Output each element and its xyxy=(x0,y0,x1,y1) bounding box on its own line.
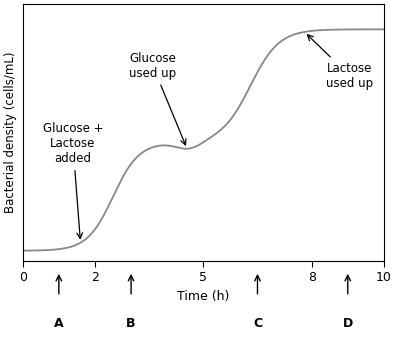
Text: D: D xyxy=(343,317,353,330)
Text: B: B xyxy=(126,317,136,330)
Text: C: C xyxy=(253,317,262,330)
Text: Glucose
used up: Glucose used up xyxy=(129,52,186,145)
Text: Lactose
used up: Lactose used up xyxy=(307,35,373,90)
Y-axis label: Bacterial density (cells/mL): Bacterial density (cells/mL) xyxy=(4,52,17,213)
X-axis label: Time (h): Time (h) xyxy=(177,290,230,303)
Text: A: A xyxy=(54,317,64,330)
Text: Glucose +
Lactose
added: Glucose + Lactose added xyxy=(43,122,103,239)
